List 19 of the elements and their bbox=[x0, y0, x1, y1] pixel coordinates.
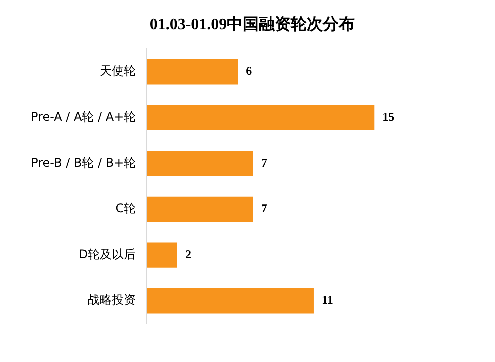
y-tick-label: 战略投资 bbox=[88, 293, 136, 308]
y-tick-label: D轮及以后 bbox=[78, 247, 136, 262]
data-label: 2 bbox=[186, 247, 192, 262]
bar bbox=[147, 196, 254, 222]
chart-title: 01.03-01.09中国融资轮次分布 bbox=[150, 16, 356, 34]
bar bbox=[147, 151, 254, 176]
y-tick-label: C轮 bbox=[116, 202, 136, 216]
y-tick-label: Pre-A / A轮 / A+轮 bbox=[31, 110, 136, 124]
data-label: 6 bbox=[246, 64, 252, 78]
data-label: 15 bbox=[382, 110, 395, 124]
data-label: 7 bbox=[261, 202, 268, 216]
bar bbox=[147, 60, 238, 85]
bar bbox=[147, 288, 314, 314]
y-tick-label: Pre-B / B轮 / B+轮 bbox=[31, 156, 136, 170]
bar bbox=[147, 105, 375, 130]
bar bbox=[147, 242, 178, 268]
data-label: 7 bbox=[261, 156, 268, 170]
y-tick-label: 天使轮 bbox=[100, 64, 136, 78]
data-label: 11 bbox=[322, 293, 334, 308]
